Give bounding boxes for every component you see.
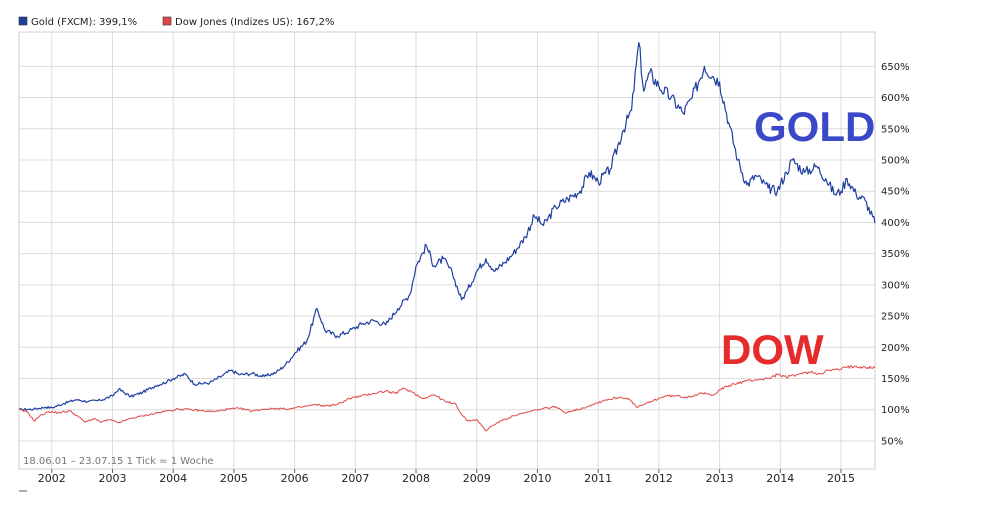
y-tick-label: 400% xyxy=(881,218,910,229)
x-axis: 2002 2003 2004 2005 2006 2007 2008 2009 2010 2011… xyxy=(38,469,855,485)
legend-swatch-gold xyxy=(18,16,28,26)
x-tick-label: 2006 xyxy=(281,472,309,485)
x-tick-label: 2003 xyxy=(98,472,126,485)
legend-swatch-dow xyxy=(162,16,172,26)
x-tick-label: 2011 xyxy=(584,472,612,485)
x-tick-label: 2002 xyxy=(38,472,66,485)
x-tick-label: 2012 xyxy=(645,472,673,485)
legend-label-dow: Dow Jones (Indizes US): 167,2% xyxy=(175,17,334,28)
x-tick-label: 2007 xyxy=(341,472,369,485)
dow-annotation: DOW xyxy=(721,326,824,373)
x-tick-label: 2014 xyxy=(766,472,794,485)
y-tick-label: 650% xyxy=(881,62,910,73)
series-lines xyxy=(18,41,876,432)
y-tick-label: 450% xyxy=(881,187,910,198)
x-tick-label: 2013 xyxy=(706,472,734,485)
gold-annotation: GOLD xyxy=(754,103,875,150)
x-tick-label: 2009 xyxy=(463,472,491,485)
y-tick-label: 250% xyxy=(881,312,910,323)
x-tick-label: 2005 xyxy=(220,472,248,485)
y-tick-label: 600% xyxy=(881,93,910,104)
plot-area xyxy=(18,31,876,470)
x-tick-label: 2015 xyxy=(827,472,855,485)
y-tick-label: 150% xyxy=(881,374,910,385)
x-tick-label: 2010 xyxy=(523,472,551,485)
y-tick-label: 550% xyxy=(881,124,910,135)
legend: Gold (FXCM): 399,1% Dow Jones (Indizes U… xyxy=(18,16,334,28)
x-tick-label: 2004 xyxy=(159,472,187,485)
y-tick-label: 50% xyxy=(881,436,903,447)
series-line-gold xyxy=(18,41,876,412)
series-line-dow xyxy=(18,365,876,432)
y-tick-label: 350% xyxy=(881,249,910,260)
x-tick-label: 2008 xyxy=(402,472,430,485)
legend-label-gold: Gold (FXCM): 399,1% xyxy=(31,17,137,28)
y-tick-label: 500% xyxy=(881,155,910,166)
date-range-footnote: 18.06.01 – 23.07.15 1 Tick = 1 Woche xyxy=(23,456,214,467)
y-axis: 50% 100% 150% 200% 250% 300% 350% 400% 450% 500% 5… xyxy=(881,62,910,448)
y-tick-label: 100% xyxy=(881,405,910,416)
y-tick-label: 300% xyxy=(881,280,910,291)
y-tick-label: 200% xyxy=(881,343,910,354)
grid-lines xyxy=(19,32,875,469)
